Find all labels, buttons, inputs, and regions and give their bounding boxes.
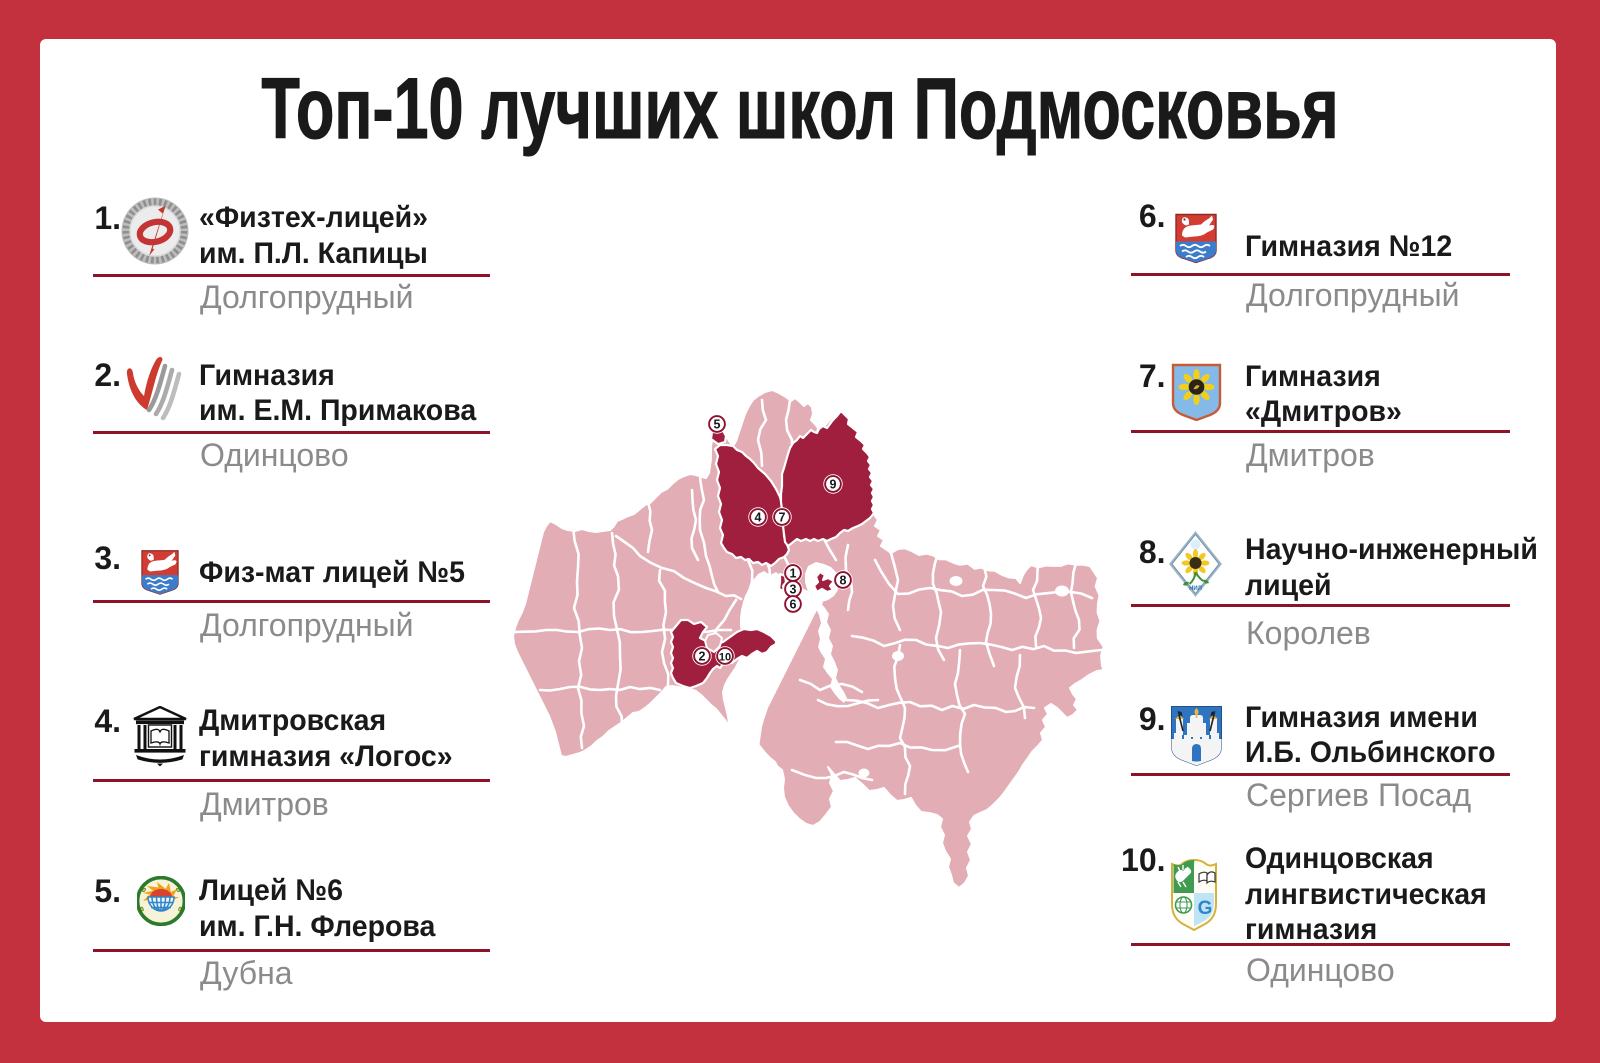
svg-text:G: G [1198, 898, 1213, 919]
svg-text:4: 4 [755, 510, 762, 524]
svg-text:8: 8 [840, 573, 847, 587]
svg-text:5: 5 [714, 417, 721, 431]
svg-text:НИЛ: НИЛ [1189, 586, 1202, 592]
svg-text:2: 2 [699, 649, 706, 663]
svg-text:3: 3 [790, 582, 797, 596]
svg-text:1: 1 [790, 566, 797, 580]
svg-text:10: 10 [719, 651, 731, 663]
svg-text:9: 9 [830, 477, 837, 491]
svg-text:7: 7 [779, 510, 786, 524]
svg-text:6: 6 [790, 597, 797, 611]
